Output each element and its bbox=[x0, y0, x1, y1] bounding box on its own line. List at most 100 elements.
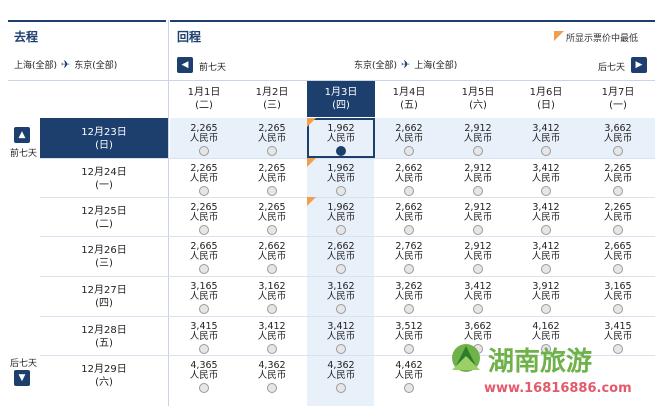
fare-radio-button[interactable] bbox=[336, 304, 346, 314]
fare-radio-button[interactable] bbox=[613, 146, 623, 156]
fare-cell[interactable]: 3,415 人民币 bbox=[581, 316, 655, 356]
outbound-date-row[interactable]: 12月26日 (三) bbox=[40, 236, 168, 276]
fare-radio-button[interactable] bbox=[267, 225, 277, 235]
fare-cell[interactable]: 4,365 人民币 bbox=[170, 355, 238, 395]
fare-radio-button[interactable] bbox=[199, 264, 209, 274]
fare-radio-button[interactable] bbox=[199, 344, 209, 354]
fare-cell[interactable]: 2,912 人民币 bbox=[444, 197, 512, 237]
fare-cell[interactable]: 3,162 人民币 bbox=[238, 276, 306, 316]
fare-cell[interactable]: 2,912 人民币 bbox=[444, 118, 512, 158]
outbound-date-row[interactable]: 12月28日 (五) bbox=[40, 316, 168, 356]
fare-cell[interactable]: 1,962 人民币 bbox=[307, 118, 375, 158]
return-date-header[interactable]: 1月2日 (三) bbox=[238, 81, 306, 117]
fare-radio-button[interactable] bbox=[199, 186, 209, 196]
fare-radio-button[interactable] bbox=[199, 304, 209, 314]
fare-radio-button[interactable] bbox=[199, 225, 209, 235]
fare-cell[interactable]: 2,662 人民币 bbox=[238, 236, 306, 276]
fare-radio-button[interactable] bbox=[336, 264, 346, 274]
fare-cell[interactable]: 4,362 人民币 bbox=[238, 355, 306, 395]
fare-cell[interactable]: 2,912 人民币 bbox=[444, 236, 512, 276]
fare-radio-button[interactable] bbox=[613, 225, 623, 235]
fare-cell[interactable]: 2,665 人民币 bbox=[581, 236, 655, 276]
fare-cell[interactable]: 3,412 人民币 bbox=[512, 236, 580, 276]
outbound-date-row[interactable]: 12月29日 (六) bbox=[40, 355, 168, 395]
fare-radio-button[interactable] bbox=[404, 146, 414, 156]
fare-radio-button[interactable] bbox=[613, 304, 623, 314]
return-date-header[interactable]: 1月3日 (四) bbox=[307, 81, 375, 117]
fare-cell[interactable]: 2,265 人民币 bbox=[581, 197, 655, 237]
fare-radio-button[interactable] bbox=[473, 264, 483, 274]
fare-radio-button[interactable] bbox=[336, 344, 346, 354]
fare-radio-button[interactable] bbox=[267, 344, 277, 354]
next-week-return-label[interactable]: 后七天 bbox=[598, 63, 626, 73]
fare-cell[interactable]: 1,962 人民币 bbox=[307, 158, 375, 198]
fare-radio-button[interactable] bbox=[404, 225, 414, 235]
fare-radio-button[interactable] bbox=[473, 304, 483, 314]
fare-radio-button[interactable] bbox=[267, 383, 277, 393]
outbound-date-row[interactable]: 12月25日 (二) bbox=[40, 197, 168, 237]
fare-cell[interactable]: 3,412 人民币 bbox=[444, 276, 512, 316]
fare-cell[interactable]: 3,165 人民币 bbox=[170, 276, 238, 316]
outbound-date-row[interactable]: 12月23日 (日) bbox=[40, 118, 168, 158]
return-date-header[interactable]: 1月4日 (五) bbox=[375, 81, 443, 117]
return-date-header[interactable]: 1月6日 (日) bbox=[512, 81, 580, 117]
fare-cell[interactable]: 3,512 人民币 bbox=[375, 316, 443, 356]
fare-radio-button[interactable] bbox=[336, 225, 346, 235]
fare-cell[interactable]: 3,412 人民币 bbox=[238, 316, 306, 356]
fare-cell[interactable]: 4,162 人民币 bbox=[512, 316, 580, 356]
fare-cell[interactable]: 3,165 人民币 bbox=[581, 276, 655, 316]
fare-radio-button[interactable] bbox=[541, 186, 551, 196]
fare-cell[interactable]: 2,265 人民币 bbox=[170, 158, 238, 198]
fare-cell[interactable]: 2,662 人民币 bbox=[375, 158, 443, 198]
fare-radio-button[interactable] bbox=[613, 344, 623, 354]
fare-radio-button[interactable] bbox=[473, 146, 483, 156]
fare-cell[interactable]: 3,162 人民币 bbox=[307, 276, 375, 316]
fare-radio-button[interactable] bbox=[473, 225, 483, 235]
fare-cell[interactable]: 3,262 人民币 bbox=[375, 276, 443, 316]
fare-cell[interactable]: 2,662 人民币 bbox=[307, 236, 375, 276]
fare-radio-button[interactable] bbox=[267, 304, 277, 314]
fare-radio-button[interactable] bbox=[613, 186, 623, 196]
fare-radio-button[interactable] bbox=[541, 304, 551, 314]
fare-cell[interactable]: 2,912 人民币 bbox=[444, 158, 512, 198]
next-week-outbound-button[interactable]: ▼ bbox=[14, 370, 30, 386]
fare-cell[interactable]: 4,462 人民币 bbox=[375, 355, 443, 395]
next-week-outbound-label[interactable]: 后七天 bbox=[10, 359, 38, 369]
fare-radio-button[interactable] bbox=[199, 383, 209, 393]
fare-cell[interactable]: 2,265 人民币 bbox=[581, 158, 655, 198]
fare-cell[interactable]: 3,912 人民币 bbox=[512, 276, 580, 316]
prev-week-outbound-label[interactable]: 前七天 bbox=[10, 149, 38, 159]
next-week-return-button[interactable]: ▶ bbox=[631, 57, 647, 73]
fare-radio-button[interactable] bbox=[267, 146, 277, 156]
fare-cell[interactable]: 3,412 人民币 bbox=[307, 316, 375, 356]
fare-cell[interactable]: 4,362 人民币 bbox=[307, 355, 375, 395]
fare-radio-button[interactable] bbox=[473, 186, 483, 196]
prev-week-outbound-button[interactable]: ▲ bbox=[14, 127, 30, 143]
fare-radio-button[interactable] bbox=[541, 344, 551, 354]
fare-radio-button[interactable] bbox=[404, 186, 414, 196]
fare-radio-button[interactable] bbox=[267, 186, 277, 196]
fare-radio-button[interactable] bbox=[404, 304, 414, 314]
fare-radio-button[interactable] bbox=[404, 383, 414, 393]
fare-cell[interactable]: 3,412 人民币 bbox=[512, 197, 580, 237]
fare-cell[interactable]: 2,665 人民币 bbox=[170, 236, 238, 276]
fare-cell[interactable]: 2,265 人民币 bbox=[170, 197, 238, 237]
fare-cell[interactable]: 2,265 人民币 bbox=[238, 197, 306, 237]
return-date-header[interactable]: 1月1日 (二) bbox=[170, 81, 238, 117]
fare-cell[interactable]: 3,412 人民币 bbox=[512, 118, 580, 158]
fare-cell[interactable]: 1,962 人民币 bbox=[307, 197, 375, 237]
fare-radio-button[interactable] bbox=[541, 264, 551, 274]
fare-radio-button[interactable] bbox=[613, 264, 623, 274]
fare-radio-button[interactable] bbox=[336, 383, 346, 393]
fare-radio-button[interactable] bbox=[199, 146, 209, 156]
fare-radio-button[interactable] bbox=[404, 344, 414, 354]
fare-cell[interactable]: 3,415 人民币 bbox=[170, 316, 238, 356]
fare-cell[interactable]: 2,762 人民币 bbox=[375, 236, 443, 276]
fare-cell[interactable]: 2,265 人民币 bbox=[170, 118, 238, 158]
fare-radio-button[interactable] bbox=[267, 264, 277, 274]
return-date-header[interactable]: 1月7日 (一) bbox=[581, 81, 655, 117]
fare-cell[interactable]: 3,412 人民币 bbox=[512, 158, 580, 198]
fare-radio-button[interactable] bbox=[404, 264, 414, 274]
outbound-date-row[interactable]: 12月27日 (四) bbox=[40, 276, 168, 316]
fare-radio-button[interactable] bbox=[541, 225, 551, 235]
